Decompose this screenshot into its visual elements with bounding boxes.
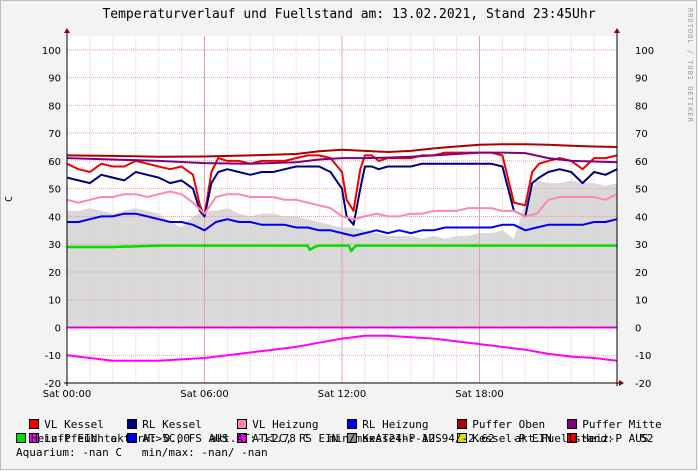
legend-label: VL Heizung — [252, 418, 319, 431]
legend-item: Kessel-P AUS — [347, 432, 457, 445]
legend-label: Luftfeuchte — [44, 432, 118, 445]
y-tick-label-left: 100 — [42, 46, 61, 57]
y-tick-label-left: 60 — [48, 157, 61, 168]
legend-row-4: Aquarium: -nan C min/max: -nan/ -nan — [16, 446, 268, 459]
legend-label: VL Kessel — [44, 418, 104, 431]
y-tick-label-right: 40 — [635, 212, 648, 223]
y-tick-label-right: 20 — [635, 268, 648, 279]
series-puffer-oben — [66, 143, 618, 158]
y-tick-label-left: 0 — [55, 323, 61, 334]
x-tick-label: Sat 12:00 — [318, 389, 366, 400]
legend-swatch — [29, 419, 40, 429]
x-axis-arrow — [619, 380, 624, 386]
y-tick-label-right: 50 — [635, 185, 648, 196]
legend-label: RL Kessel — [142, 418, 202, 431]
watermark: RRDTOOL / TOBI OETIKER — [686, 8, 694, 123]
y-tick-label-right: 80 — [635, 101, 648, 112]
x-tick-label: Sat 06:00 — [180, 389, 228, 400]
series-lines — [66, 143, 618, 362]
legend-item: AT<2C, FS EIN — [237, 432, 347, 445]
legend-swatch — [457, 433, 468, 443]
legend-item: RL Kessel — [127, 418, 237, 431]
y-tick-label-right: 30 — [635, 240, 648, 251]
x-tick-label: Sat 18:00 — [455, 389, 503, 400]
legend-swatch — [347, 419, 358, 429]
series-vl-heizung — [66, 190, 618, 221]
legend-item: Puffer Mitte — [567, 418, 677, 431]
y-tick-label-left: 50 — [48, 185, 61, 196]
legend-item: AT>5C, FS AUS — [127, 432, 237, 445]
legend-item: VL Kessel — [29, 418, 127, 431]
legend-swatch — [567, 433, 578, 443]
legend-item: Heiz-P AUS — [567, 432, 677, 445]
series-puffer-mitte — [66, 151, 618, 165]
y-tick-label-left: 20 — [48, 268, 61, 279]
y-tick-label-left: 70 — [48, 129, 61, 140]
legend-swatch — [347, 433, 358, 443]
legend-row-3: Heiz-P EIN akt.rH: 0.00 akt.AT:-11.78 C … — [16, 432, 654, 445]
y-tick-label-right: 60 — [635, 157, 648, 168]
axes — [64, 28, 624, 386]
y-tick-label-right: 10 — [635, 296, 648, 307]
legend-item: RL Heizung — [347, 418, 457, 431]
y-tick-labels: -20 -20 -10 -10 0 0 10 10 20 20 30 30 40 40 50 50 60 60 70… — [42, 46, 654, 390]
series-at-2c-fs-ein — [66, 334, 618, 362]
y-tick-label-left: 30 — [48, 240, 61, 251]
series-vl-kessel — [66, 151, 618, 218]
y-tick-label-right: -10 — [635, 351, 651, 362]
y-tick-label-left: 80 — [48, 101, 61, 112]
x-tick-label: Sat 00:00 — [43, 389, 91, 400]
y-tick-label-left: 40 — [48, 212, 61, 223]
legend-label: Puffer Mitte — [582, 418, 662, 431]
legend-swatch-heiz-p-ein — [16, 433, 26, 443]
aquarium-text: Aquarium: -nan C min/max: -nan/ -nan — [16, 446, 268, 459]
current-values-text: akt.rH: 0.00 akt.AT:-11.78 C min/maxAT24… — [110, 432, 654, 445]
legend-label: Kessel-P EIN — [472, 432, 552, 445]
y-tick-label-left: -20 — [45, 379, 61, 390]
legend-row-2: Luftfeuchte AT>5C, FS AUS AT<2C, FS EIN Kes… — [16, 419, 677, 445]
y-tick-label-left: -10 — [45, 351, 61, 362]
legend-item: VL Heizung — [237, 418, 347, 431]
legend-label: RL Heizung — [362, 418, 429, 431]
legend-label-heiz-p-ein: Heiz-P EIN — [31, 432, 98, 445]
legend-label: Puffer Oben — [472, 418, 546, 431]
legend-label: AT<2C, FS EIN — [252, 432, 339, 445]
y-axis-arrow — [64, 28, 70, 33]
legend-label: Kessel-P AUS — [362, 432, 442, 445]
y-tick-label-right: 90 — [635, 74, 648, 85]
y-tick-label-right: -20 — [635, 379, 651, 390]
chart-plot: -20 -20 -10 -10 0 0 10 10 20 20 30 30 40 40 50 50 60 60 70… — [42, 28, 654, 400]
legend-row-1: VL Kessel RL Kessel VL Heizung RL Heizung Pu… — [16, 405, 677, 431]
chart-title: Temperaturverlauf und Fuellstand am: 13.… — [102, 7, 596, 22]
y-tick-label-right: 100 — [635, 46, 654, 57]
legend-swatch — [567, 419, 578, 429]
legend-label: AT>5C, FS AUS — [142, 432, 229, 445]
legend-label: Heiz-P AUS — [582, 432, 649, 445]
legend-swatch — [29, 433, 40, 443]
y-tick-label-right: 70 — [635, 129, 648, 140]
legend-swatch — [237, 433, 248, 443]
series-heiz-p-ein — [67, 244, 617, 253]
legend-item: Luftfeuchte — [29, 432, 127, 445]
y-tick-label-right: 0 — [635, 323, 641, 334]
legend-swatch — [457, 419, 468, 429]
legend-swatch — [127, 419, 138, 429]
legend-item: Puffer Oben — [457, 418, 567, 431]
legend-item: Kessel-P EIN — [457, 432, 567, 445]
legend-swatch — [127, 433, 138, 443]
y-tick-label-left: 10 — [48, 296, 61, 307]
y-tick-label-left: 90 — [48, 74, 61, 85]
x-tick-labels: Sat 00:00 Sat 06:00 Sat 12:00 Sat 18:00 — [43, 389, 504, 400]
series-rl-heizung — [67, 212, 618, 237]
y-axis-arrow-right — [614, 28, 620, 33]
legend-swatch — [237, 419, 248, 429]
